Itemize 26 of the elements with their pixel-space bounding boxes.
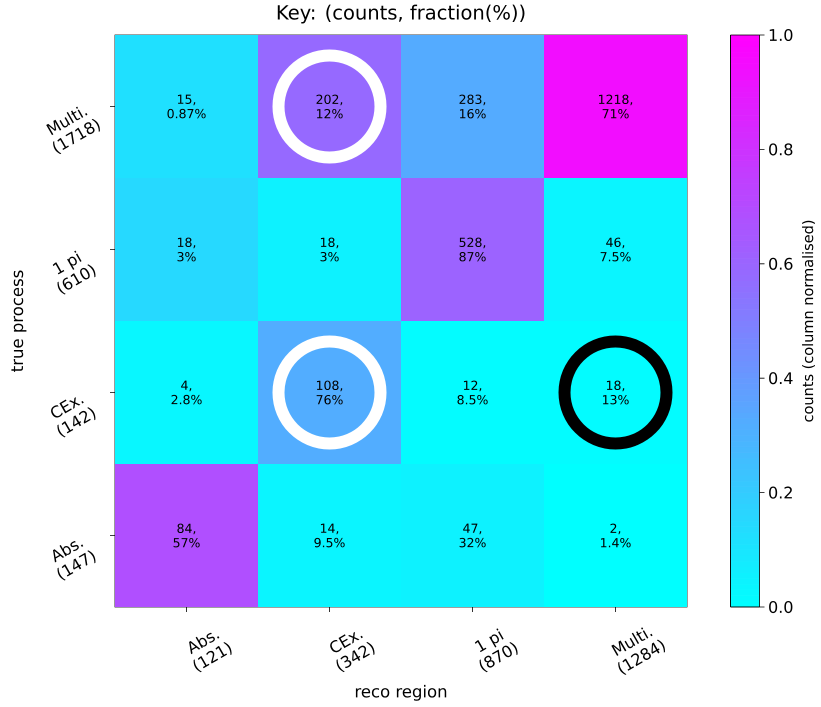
data-label: 2, 1.4% [601,524,631,548]
color-bar-label: 0.4 [769,372,793,384]
data-label: 46, 7.5% [600,238,631,262]
data-label: 202, 12% [316,94,343,118]
color-bar-label: 0.0 [769,600,792,614]
y-axis-title: true process [11,270,26,372]
data-label: 15, 0.87% [167,94,206,118]
color-bar-label: 0.6 [769,258,792,270]
data-label: 18, 13% [602,380,629,404]
data-label: 283, 16% [460,94,486,118]
color-bar-label: 1.0 [770,28,792,42]
data-label: 18, 3% [178,238,196,262]
color-bar-label: 0.8 [769,143,792,156]
x-axis-title: reco region [356,684,446,701]
data-label: 4, 2.8% [172,380,202,404]
data-label: 108, 76% [316,380,343,404]
chart-title: Key: (counts, fraction(%)) [278,4,524,24]
data-label: 12, 8.5% [457,380,488,404]
color-bar-title: counts (column normalised) [802,220,815,422]
data-label: 84, 57% [174,524,200,548]
data-label: 18, 3% [320,238,339,262]
data-label: 528, 87% [459,238,486,262]
data-label: 47, 32% [460,524,486,548]
data-label: 1218, 71% [598,94,632,118]
color-bar-label: 0.2 [769,486,792,499]
data-label: 14, 9.5% [314,524,345,548]
